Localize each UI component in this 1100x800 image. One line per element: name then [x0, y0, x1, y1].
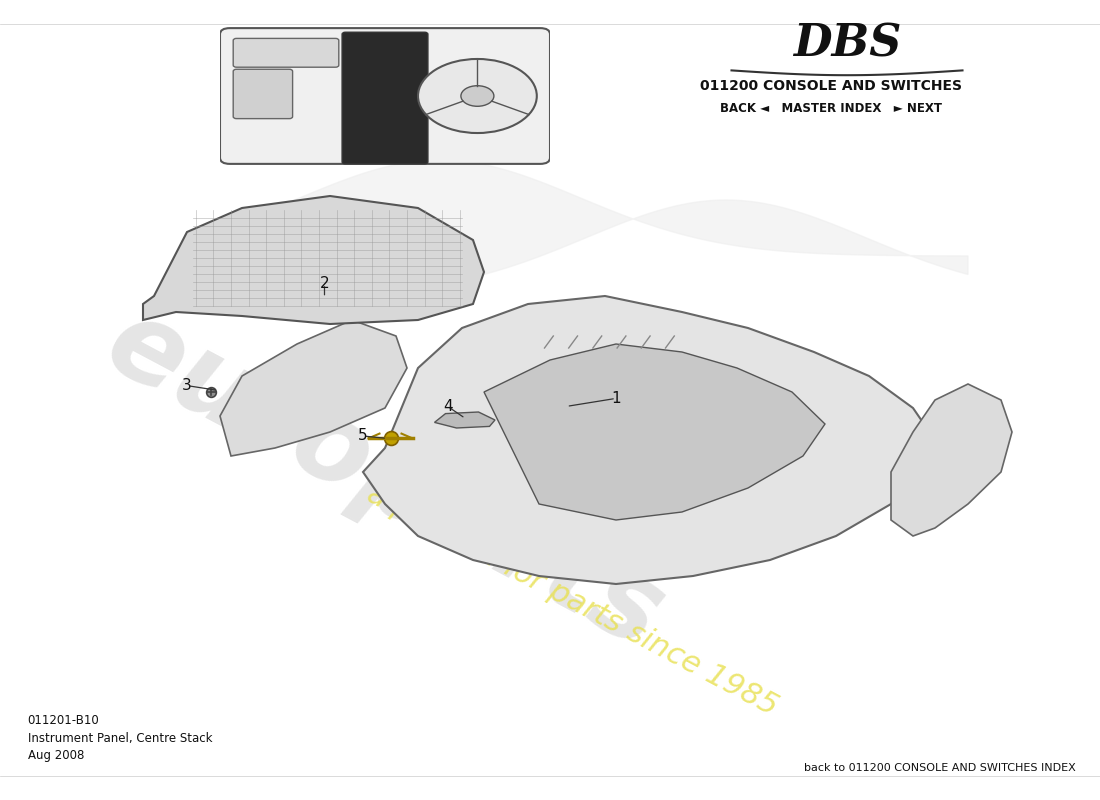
Text: 4: 4 — [443, 399, 452, 414]
Polygon shape — [484, 344, 825, 520]
Text: back to 011200 CONSOLE AND SWITCHES INDEX: back to 011200 CONSOLE AND SWITCHES INDE… — [804, 763, 1076, 773]
Text: a passion for parts since 1985: a passion for parts since 1985 — [362, 479, 782, 721]
FancyBboxPatch shape — [233, 70, 293, 118]
Polygon shape — [434, 412, 495, 428]
Polygon shape — [198, 160, 968, 296]
FancyBboxPatch shape — [233, 38, 339, 67]
Text: Aug 2008: Aug 2008 — [28, 749, 84, 762]
FancyBboxPatch shape — [220, 28, 550, 164]
Text: BACK ◄   MASTER INDEX   ► NEXT: BACK ◄ MASTER INDEX ► NEXT — [719, 102, 942, 114]
Circle shape — [461, 86, 494, 106]
Text: 1: 1 — [612, 391, 620, 406]
Text: 011201-B10: 011201-B10 — [28, 714, 99, 726]
Circle shape — [418, 59, 537, 133]
Polygon shape — [143, 196, 484, 324]
Polygon shape — [220, 320, 407, 456]
FancyBboxPatch shape — [342, 32, 428, 164]
Text: europarts: europarts — [89, 289, 681, 671]
Polygon shape — [363, 296, 935, 584]
Text: 3: 3 — [183, 378, 191, 393]
Text: 011200 CONSOLE AND SWITCHES: 011200 CONSOLE AND SWITCHES — [700, 79, 961, 94]
Text: 5: 5 — [359, 429, 367, 443]
Text: Instrument Panel, Centre Stack: Instrument Panel, Centre Stack — [28, 732, 212, 745]
Text: DBS: DBS — [793, 22, 901, 66]
Text: 2: 2 — [320, 277, 329, 291]
Polygon shape — [891, 384, 1012, 536]
